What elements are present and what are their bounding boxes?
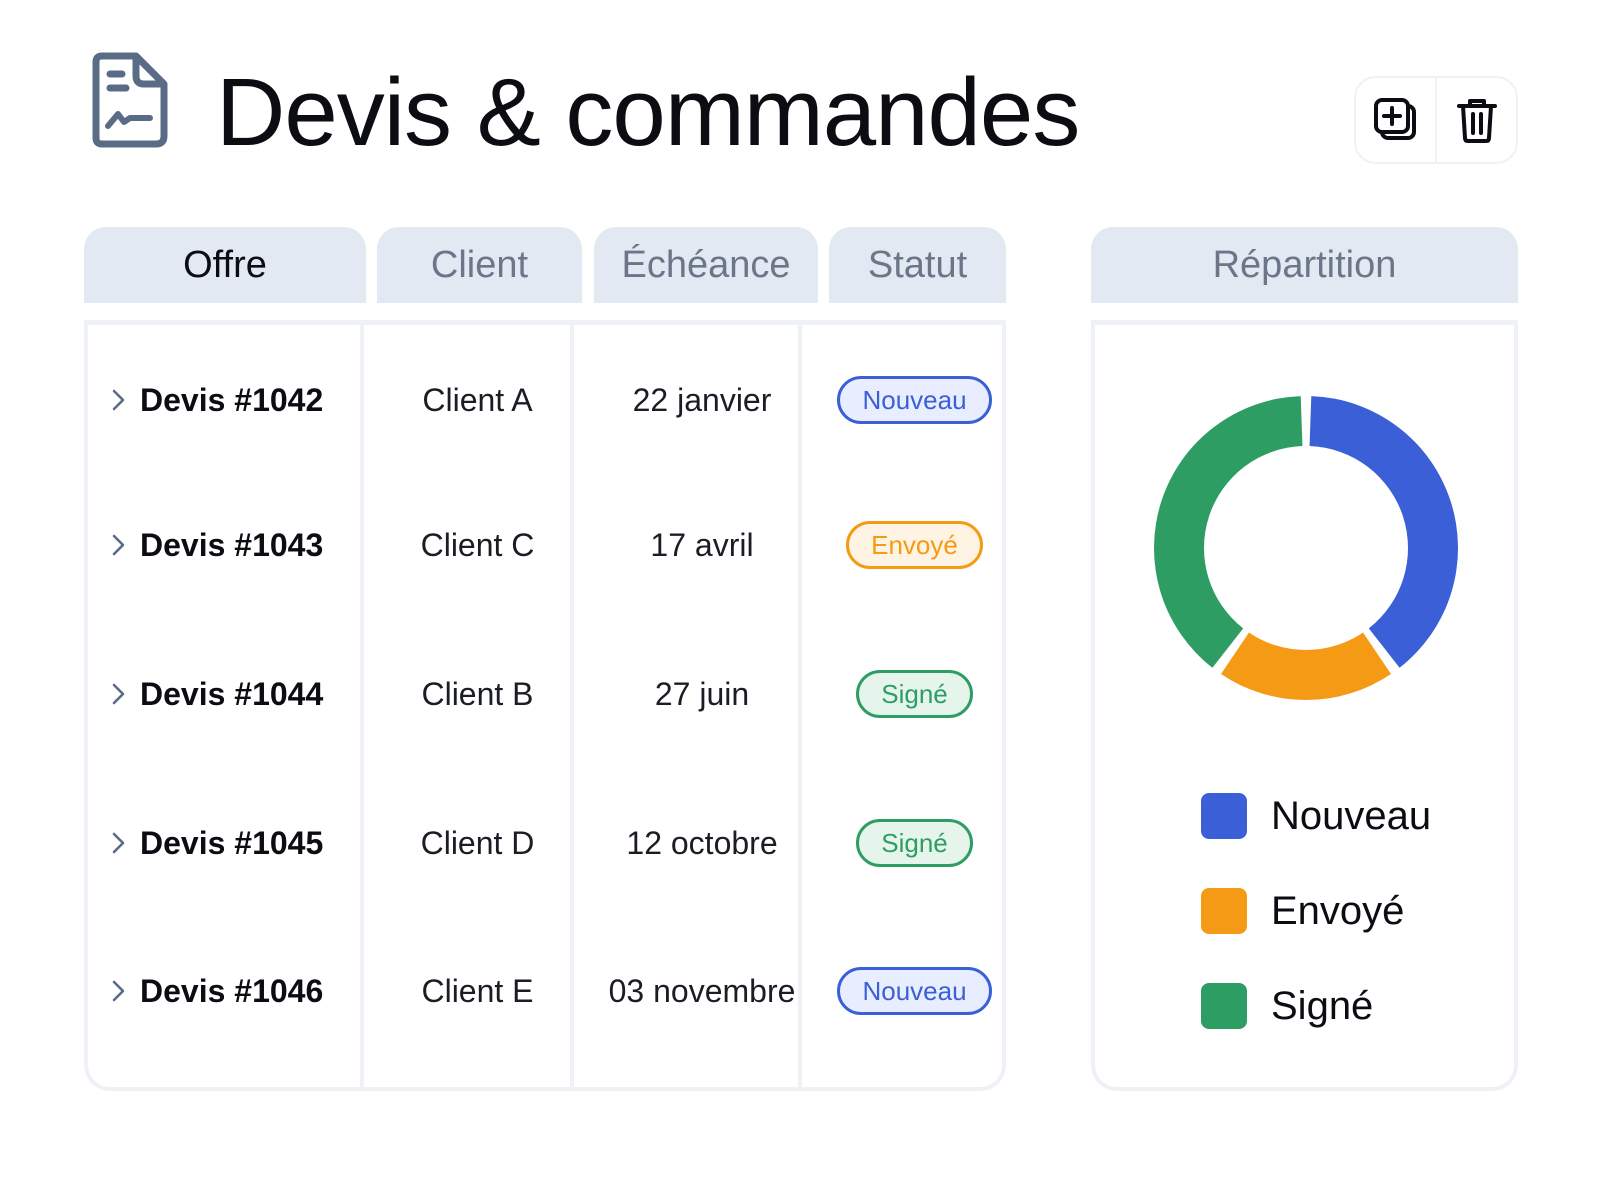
status-cell: Nouveau bbox=[823, 916, 1006, 1066]
column-divider bbox=[570, 325, 574, 1087]
document-signature-icon bbox=[92, 52, 168, 148]
offer-cell[interactable]: Devis #1042 bbox=[106, 325, 366, 475]
donut-chart bbox=[1154, 396, 1458, 700]
status-badge: Signé bbox=[856, 670, 973, 718]
chevron-right-icon bbox=[112, 683, 125, 705]
column-header-statut[interactable]: Statut bbox=[829, 227, 1006, 303]
column-header-offre[interactable]: Offre bbox=[84, 227, 366, 303]
distribution-panel: Nouveau Envoyé Signé bbox=[1091, 320, 1518, 1091]
offer-cell[interactable]: Devis #1045 bbox=[106, 768, 366, 918]
legend-swatch bbox=[1201, 983, 1247, 1029]
donut-slice-signé bbox=[1154, 396, 1303, 668]
legend-label: Signé bbox=[1271, 983, 1374, 1028]
due-date-cell: 12 octobre bbox=[626, 824, 778, 861]
legend-swatch bbox=[1201, 793, 1247, 839]
chevron-right-icon bbox=[112, 389, 125, 411]
status-badge: Signé bbox=[856, 819, 973, 867]
legend-item: Signé bbox=[1201, 982, 1431, 1030]
quotes-table: Devis #1042 Client A 22 janvier Nouveau Devi… bbox=[84, 320, 1006, 1091]
column-divider bbox=[798, 325, 802, 1087]
legend-item: Nouveau bbox=[1201, 792, 1431, 840]
status-badge: Nouveau bbox=[837, 376, 992, 424]
due-date-cell: 03 novembre bbox=[608, 972, 796, 1009]
column-header-echeance[interactable]: Échéance bbox=[594, 227, 818, 303]
column-divider bbox=[360, 325, 364, 1087]
trash-icon bbox=[1456, 99, 1497, 143]
offer-label: Devis #1045 bbox=[140, 824, 324, 861]
delete-button[interactable] bbox=[1435, 78, 1516, 162]
offer-label: Devis #1043 bbox=[140, 526, 324, 563]
legend-label: Nouveau bbox=[1271, 793, 1432, 838]
table-row[interactable]: Devis #1046 Client E 03 novembre Nouveau bbox=[88, 916, 1002, 1066]
status-cell: Signé bbox=[823, 619, 1006, 769]
offer-label: Devis #1046 bbox=[140, 972, 324, 1009]
table-row[interactable]: Devis #1043 Client C 17 avril Envoyé bbox=[88, 470, 1002, 620]
status-cell: Envoyé bbox=[823, 470, 1006, 620]
due-date-cell: 17 avril bbox=[650, 526, 754, 563]
offer-label: Devis #1042 bbox=[140, 381, 324, 418]
legend-item: Envoyé bbox=[1201, 887, 1431, 935]
chevron-right-icon bbox=[112, 980, 125, 1002]
copy-plus-icon bbox=[1373, 98, 1416, 140]
table-row[interactable]: Devis #1045 Client D 12 octobre Signé bbox=[88, 768, 1002, 918]
page-title: Devis & commandes bbox=[216, 59, 1080, 166]
offer-cell[interactable]: Devis #1046 bbox=[106, 916, 366, 1066]
toolbar bbox=[1354, 76, 1518, 164]
offer-label: Devis #1044 bbox=[140, 675, 324, 712]
duplicate-button[interactable] bbox=[1356, 78, 1435, 162]
client-cell: Client B bbox=[421, 675, 534, 712]
table-row[interactable]: Devis #1042 Client A 22 janvier Nouveau bbox=[88, 325, 1002, 475]
legend-label: Envoyé bbox=[1271, 888, 1405, 933]
chevron-right-icon bbox=[112, 534, 125, 556]
column-header-client[interactable]: Client bbox=[377, 227, 582, 303]
chart-legend: Nouveau Envoyé Signé bbox=[1201, 792, 1431, 1077]
client-cell: Client D bbox=[420, 824, 535, 861]
due-date-cell: 22 janvier bbox=[632, 381, 772, 418]
client-cell: Client E bbox=[421, 972, 534, 1009]
chevron-right-icon bbox=[112, 832, 125, 854]
status-badge: Envoyé bbox=[846, 521, 983, 569]
legend-swatch bbox=[1201, 888, 1247, 934]
offer-cell[interactable]: Devis #1044 bbox=[106, 619, 366, 769]
client-cell: Client C bbox=[420, 526, 535, 563]
status-cell: Signé bbox=[823, 768, 1006, 918]
client-cell: Client A bbox=[422, 381, 533, 418]
donut-slice-envoyé bbox=[1221, 632, 1391, 700]
offer-cell[interactable]: Devis #1043 bbox=[106, 470, 366, 620]
donut-slice-nouveau bbox=[1309, 396, 1458, 668]
status-badge: Nouveau bbox=[837, 967, 992, 1015]
chart-title: Répartition bbox=[1091, 227, 1518, 303]
status-cell: Nouveau bbox=[823, 325, 1006, 475]
due-date-cell: 27 juin bbox=[654, 675, 750, 712]
table-row[interactable]: Devis #1044 Client B 27 juin Signé bbox=[88, 619, 1002, 769]
